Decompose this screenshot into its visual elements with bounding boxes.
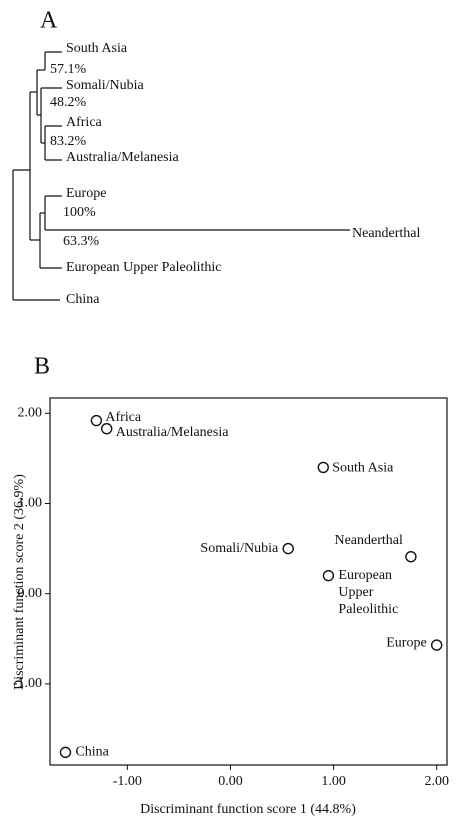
point-label: Australia/Melanesia (116, 425, 230, 440)
leaf-label: Somali/Nubia (66, 78, 145, 93)
y-axis-label: Discriminant function score 2 (36.9%) (12, 474, 27, 690)
y-tick-label: 2.00 (18, 406, 43, 421)
point-label: European (338, 568, 392, 583)
x-tick-label: -1.00 (113, 774, 142, 789)
point-label: Neanderthal (334, 533, 403, 548)
dendrogram: A South Asia Somali/Nubia Africa Australia/… (12, 8, 421, 307)
leaf-label: Neanderthal (352, 226, 421, 241)
point (322, 569, 335, 582)
scatter-panel: B Discriminant function score 1 (44.8%) … (12, 354, 449, 818)
point-label: Upper (338, 585, 373, 600)
point-label: Somali/Nubia (200, 541, 279, 556)
point (101, 422, 113, 435)
point-label: Paleolithic (338, 602, 398, 617)
leaf-label: Africa (66, 115, 103, 130)
x-tick-label: 1.00 (321, 774, 346, 789)
support-label: 57.1% (50, 62, 87, 77)
y-tick-label: -1.00 (13, 676, 42, 691)
point (405, 551, 417, 563)
point (282, 542, 294, 555)
x-axis-label: Discriminant function score 1 (44.8%) (140, 802, 356, 817)
point (90, 414, 103, 427)
leaf-label: China (66, 292, 100, 307)
leaf-label: Australia/Melanesia (66, 150, 180, 165)
y-tick-label: 0.00 (18, 586, 43, 601)
support-label: 48.2% (50, 95, 87, 110)
plot-frame (49, 397, 448, 766)
support-label: 63.3% (63, 234, 100, 249)
point (430, 639, 443, 651)
point-label: South Asia (332, 461, 394, 476)
point-label: Europe (386, 635, 426, 650)
point-label: China (75, 745, 109, 760)
leaf-label: South Asia (66, 41, 128, 56)
x-tick-label: 2.00 (424, 774, 449, 789)
leaf-label: Europe (66, 186, 106, 201)
point (317, 461, 329, 474)
leaf-label: European Upper Paleolithic (66, 260, 222, 275)
panel-label: A (40, 8, 58, 34)
point-label: Africa (105, 410, 142, 425)
support-label: 100% (63, 205, 96, 220)
point (59, 746, 72, 759)
x-tick-label: 0.00 (218, 774, 243, 789)
panel-label: B (34, 354, 50, 380)
support-label: 83.2% (50, 134, 87, 149)
y-tick-label: 1.00 (18, 496, 43, 511)
